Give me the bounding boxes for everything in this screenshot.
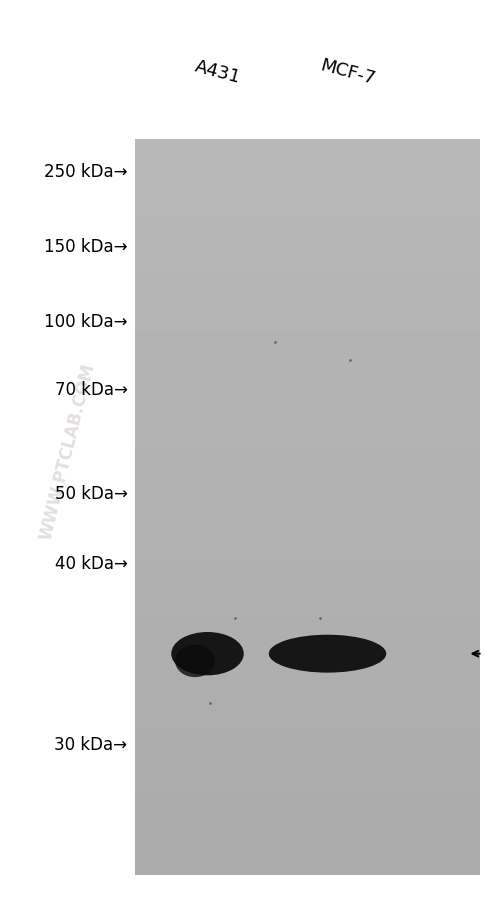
Ellipse shape [269, 635, 386, 673]
Text: MCF-7: MCF-7 [318, 56, 377, 88]
Text: 40 kDa→: 40 kDa→ [54, 555, 128, 573]
Text: A431: A431 [192, 58, 242, 87]
Text: 70 kDa→: 70 kDa→ [54, 381, 128, 399]
Text: 50 kDa→: 50 kDa→ [54, 484, 128, 502]
Text: 100 kDa→: 100 kDa→ [44, 313, 128, 331]
Text: 30 kDa→: 30 kDa→ [54, 735, 128, 753]
Ellipse shape [171, 632, 244, 676]
Text: 250 kDa→: 250 kDa→ [44, 162, 128, 180]
Text: 150 kDa→: 150 kDa→ [44, 238, 128, 256]
Text: WWW.PTCLAB.COM: WWW.PTCLAB.COM [37, 361, 98, 541]
Ellipse shape [175, 645, 215, 677]
